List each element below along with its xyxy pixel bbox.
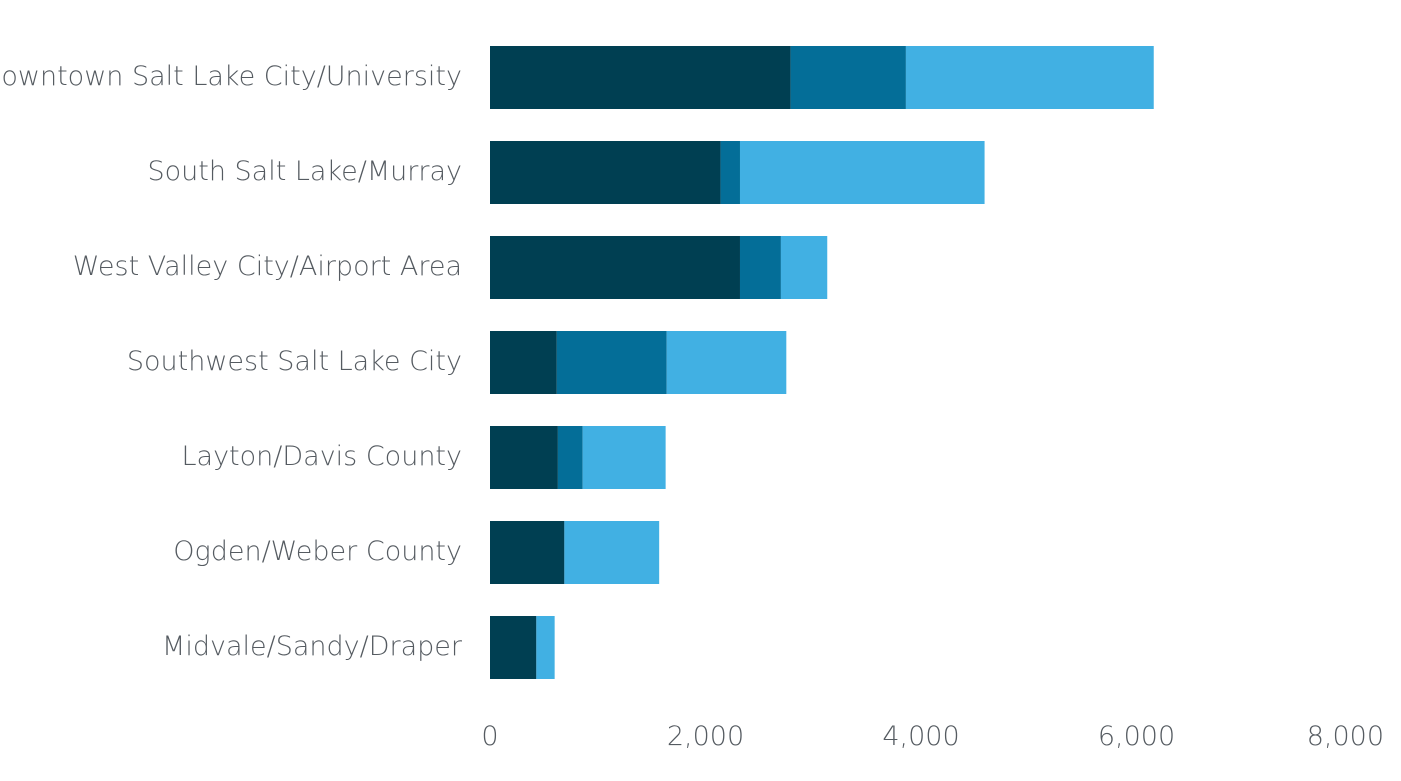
bars-group — [490, 46, 1154, 679]
bar-segment-2 — [739, 236, 781, 299]
category-label: Southwest Salt Lake City — [127, 346, 462, 377]
bar-segment-2 — [720, 141, 740, 204]
bar-segment-1 — [490, 141, 721, 204]
bar-segment-2 — [557, 426, 583, 489]
bar-segment-1 — [490, 331, 557, 394]
x-tick-label: 2,000 — [667, 721, 744, 752]
x-axis-tick-labels: 0 2,000 4,000 6,000 8,000 — [481, 721, 1384, 752]
bar-segment-3 — [905, 46, 1154, 109]
bar-segment-1 — [490, 426, 558, 489]
bar-segment-1 — [490, 46, 791, 109]
x-tick-label: 8,000 — [1307, 721, 1384, 752]
category-label: Downtown Salt Lake City/University — [0, 61, 462, 92]
bar-segment-1 — [490, 236, 740, 299]
x-tick-label: 0 — [481, 721, 498, 752]
bar-segment-1 — [490, 521, 565, 584]
bar-segment-3 — [780, 236, 828, 299]
category-label: South Salt Lake/Murray — [147, 156, 462, 187]
bar-segment-2 — [556, 331, 667, 394]
category-label: Ogden/Weber County — [173, 536, 462, 567]
bar-segment-3 — [582, 426, 666, 489]
category-label: West Valley City/Airport Area — [73, 251, 462, 282]
category-labels: Downtown Salt Lake City/University South … — [0, 61, 463, 662]
bar-segment-2 — [790, 46, 906, 109]
x-tick-label: 6,000 — [1098, 721, 1175, 752]
bar-segment-3 — [536, 616, 555, 679]
bar-segment-3 — [666, 331, 787, 394]
bar-segment-3 — [739, 141, 985, 204]
bar-segment-1 — [490, 616, 537, 679]
bar-segment-3 — [564, 521, 660, 584]
x-tick-label: 4,000 — [882, 721, 959, 752]
category-label: Midvale/Sandy/Draper — [162, 631, 463, 662]
category-label: Layton/Davis County — [181, 441, 462, 472]
